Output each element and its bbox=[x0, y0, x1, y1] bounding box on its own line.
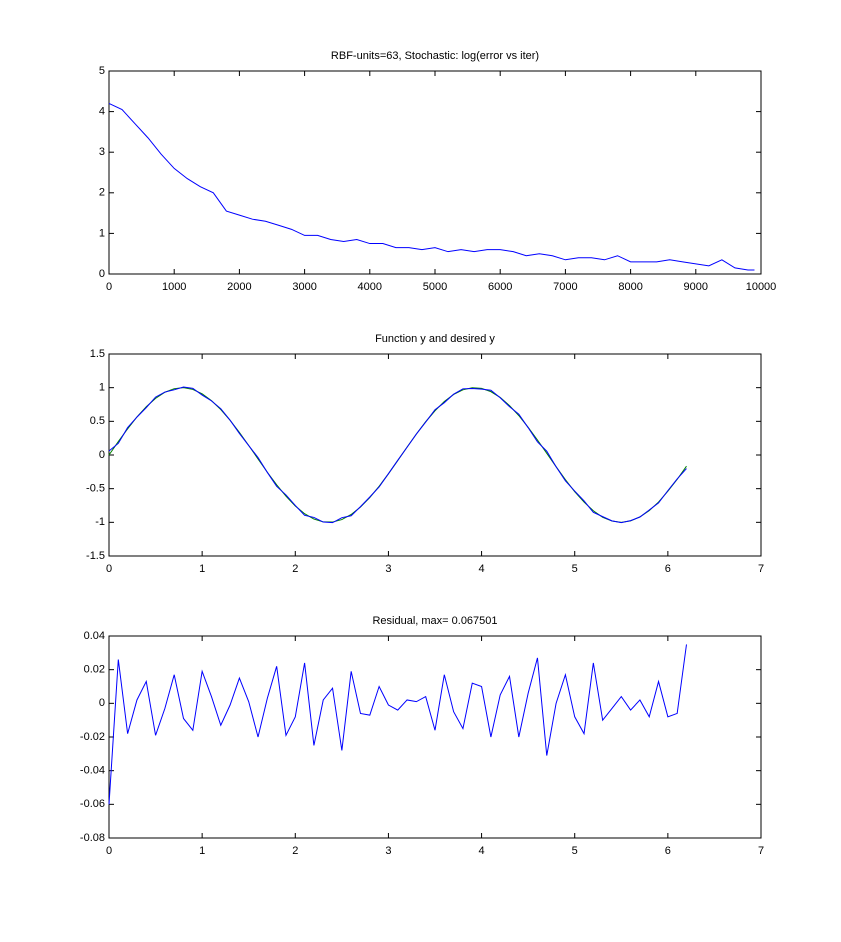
y-tick-label: 2 bbox=[99, 187, 105, 199]
x-tick-label: 0 bbox=[106, 563, 112, 575]
x-tick-label: 2 bbox=[292, 563, 298, 575]
x-tick-label: 1 bbox=[199, 563, 205, 575]
y-tick-label: -0.02 bbox=[80, 731, 105, 743]
x-tick-label: 10000 bbox=[746, 281, 777, 293]
x-tick-label: 8000 bbox=[618, 281, 642, 293]
axes-box bbox=[108, 353, 762, 557]
y-tick-label: 0.04 bbox=[84, 630, 105, 642]
x-tick-label: 1 bbox=[199, 845, 205, 857]
x-tick-label: 3 bbox=[385, 563, 391, 575]
data-line bbox=[108, 103, 755, 271]
x-tick-label: 9000 bbox=[684, 281, 708, 293]
data-line bbox=[108, 386, 687, 524]
y-tick-label: 0 bbox=[99, 449, 105, 461]
y-tick-label: -0.04 bbox=[80, 765, 105, 777]
x-tick-label: 3000 bbox=[292, 281, 316, 293]
y-tick-label: 0 bbox=[99, 268, 105, 280]
x-tick-label: 0 bbox=[106, 281, 112, 293]
x-tick-label: 5000 bbox=[423, 281, 447, 293]
y-tick-label: -0.5 bbox=[86, 483, 105, 495]
y-tick-label: -0.08 bbox=[80, 832, 105, 844]
x-tick-label: 6 bbox=[665, 563, 671, 575]
x-tick-label: 6000 bbox=[488, 281, 512, 293]
y-tick-label: 0 bbox=[99, 697, 105, 709]
y-tick-label: 3 bbox=[99, 146, 105, 158]
y-tick-label: 1 bbox=[99, 227, 105, 239]
data-line bbox=[108, 644, 687, 805]
axes-box bbox=[108, 635, 762, 839]
x-tick-label: 6 bbox=[665, 845, 671, 857]
x-tick-label: 7000 bbox=[553, 281, 577, 293]
y-tick-label: 4 bbox=[99, 106, 105, 118]
x-tick-label: 3 bbox=[385, 845, 391, 857]
x-tick-label: 7 bbox=[758, 845, 764, 857]
chart-title: Residual, max= 0.067501 bbox=[372, 615, 497, 627]
y-tick-label: 5 bbox=[99, 65, 105, 77]
axes-box bbox=[108, 70, 762, 275]
y-tick-label: -0.06 bbox=[80, 798, 105, 810]
x-tick-label: 7 bbox=[758, 563, 764, 575]
x-tick-label: 2 bbox=[292, 845, 298, 857]
x-tick-label: 1000 bbox=[162, 281, 186, 293]
x-tick-label: 4000 bbox=[358, 281, 382, 293]
x-tick-label: 2000 bbox=[227, 281, 251, 293]
y-tick-label: -1.5 bbox=[86, 550, 105, 562]
y-tick-label: 1 bbox=[99, 382, 105, 394]
x-tick-label: 4 bbox=[479, 563, 485, 575]
chart-title: Function y and desired y bbox=[375, 333, 495, 345]
y-tick-label: 0.02 bbox=[84, 664, 105, 676]
y-tick-label: -1 bbox=[95, 516, 105, 528]
y-tick-label: 0.5 bbox=[90, 415, 105, 427]
x-tick-label: 5 bbox=[572, 563, 578, 575]
x-tick-label: 5 bbox=[572, 845, 578, 857]
x-tick-label: 4 bbox=[479, 845, 485, 857]
x-tick-label: 0 bbox=[106, 845, 112, 857]
chart-title: RBF-units=63, Stochastic: log(error vs i… bbox=[331, 50, 539, 62]
y-tick-label: 1.5 bbox=[90, 348, 105, 360]
